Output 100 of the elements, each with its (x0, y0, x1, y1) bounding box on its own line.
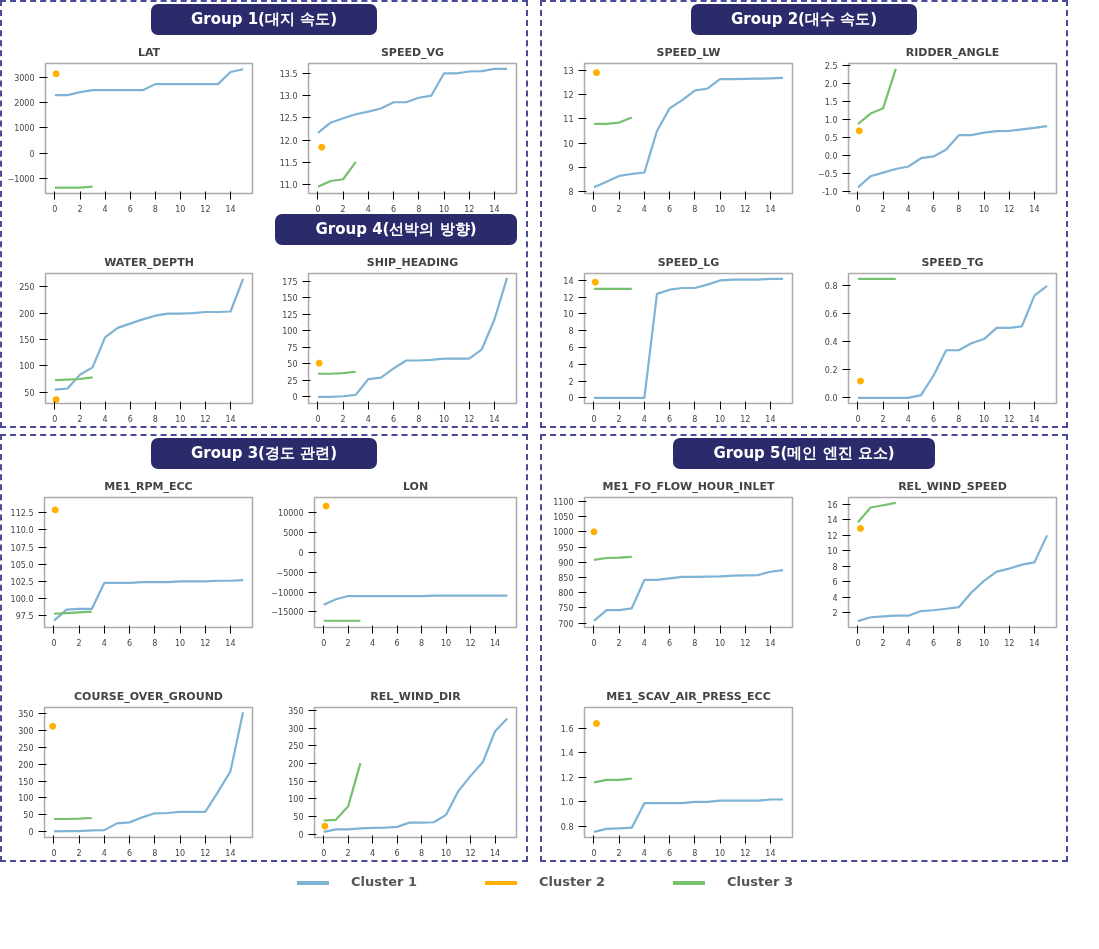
x-tick-label: 12 (200, 638, 211, 648)
x-tick-label: 10 (714, 848, 726, 858)
x-tick-label: 4 (641, 848, 647, 858)
text: Group 3(경도 관련) (150, 438, 378, 470)
y-tick-label: 12 (827, 531, 838, 541)
y-tick-label: 2 (832, 609, 838, 619)
y-tick-label: 150 (282, 294, 298, 304)
x-tick-label: 14 (225, 848, 236, 858)
y-tick-label: 10000 (278, 508, 304, 518)
y-tick-label: 11.0 (279, 181, 298, 191)
line-series (316, 67, 509, 135)
y-tick-label: 0 (29, 149, 35, 159)
chart-title: ME1_FO_FLOW_HOUR_INLET (602, 479, 775, 493)
x-tick-label: 12 (1004, 204, 1015, 214)
line-series (322, 717, 509, 833)
y-tick-label: 5000 (283, 528, 304, 538)
x-tick-label: 0 (591, 848, 597, 858)
y-tick-label: 11.5 (279, 158, 298, 168)
chart-title: SPEED_LG (657, 255, 720, 269)
y-tick-label: 107.5 (10, 543, 34, 553)
y-tick-label: 4 (832, 593, 838, 603)
x-tick-label: 10 (174, 638, 186, 648)
x-tick-label: 4 (641, 414, 647, 424)
y-tick-label: 8 (832, 562, 838, 572)
x-tick-label: 14 (225, 414, 236, 424)
x-tick-label: 0 (321, 848, 327, 858)
x-tick-label: 6 (667, 414, 673, 424)
x-tick-label: 8 (692, 414, 698, 424)
y-tick-label: 300 (18, 727, 34, 737)
x-tick-label: 6 (931, 204, 937, 214)
x-tick-label: 8 (419, 848, 425, 858)
y-tick-label: 1.0 (560, 798, 574, 808)
y-tick-label: 0.0 (824, 394, 838, 404)
line-series (856, 67, 897, 126)
y-tick-label: 1.0 (824, 116, 838, 126)
x-tick-label: 12 (200, 848, 211, 858)
x-tick-label: 6 (667, 848, 673, 858)
y-tick-label: 50 (24, 388, 35, 398)
x-tick-label: 2 (880, 204, 886, 214)
x-tick-label: 2 (616, 204, 622, 214)
y-tick-label: 1000 (553, 528, 574, 538)
y-tick-label: 50 (23, 811, 34, 821)
y-tick-label: 0 (568, 394, 574, 404)
x-tick-label: 14 (489, 848, 501, 858)
legend-label: Cluster 2 (538, 873, 605, 891)
chart-title: REL_WIND_DIR (370, 689, 462, 703)
x-tick-label: 0 (591, 638, 597, 648)
x-tick-label: 6 (931, 638, 937, 648)
y-tick-label: 50 (293, 813, 304, 823)
x-tick-label: 14 (1029, 638, 1040, 648)
x-tick-label: 4 (905, 204, 911, 214)
y-tick-label: 350 (288, 706, 304, 716)
y-tick-label: 0.6 (824, 310, 838, 320)
x-tick-label: 6 (394, 638, 400, 648)
y-tick-label: 6 (568, 344, 574, 354)
line-series (316, 160, 357, 188)
x-tick-label: 12 (464, 414, 475, 424)
y-tick-label: −5000 (276, 568, 304, 578)
y-tick-label: 850 (558, 574, 574, 584)
chart-title: ME1_RPM_ECC (104, 479, 193, 493)
y-tick-label: 100.0 (10, 595, 34, 605)
y-tick-label: 0 (298, 830, 304, 840)
y-tick-label: 2.5 (824, 62, 838, 72)
y-tick-label: 750 (558, 604, 574, 614)
y-tick-label: 1.4 (560, 749, 574, 759)
y-tick-label: 0.4 (824, 338, 838, 348)
x-tick-label: 12 (1004, 638, 1015, 648)
x-tick-label: 2 (880, 638, 886, 648)
y-tick-label: −0.5 (818, 170, 838, 180)
x-tick-label: 4 (905, 414, 911, 424)
x-tick-label: 6 (667, 204, 673, 214)
y-tick-label: 4 (568, 360, 574, 370)
x-tick-label: 10 (438, 414, 450, 424)
x-tick-label: 6 (391, 204, 397, 214)
chart-title: COURSE_OVER_GROUND (74, 689, 223, 703)
line-series (53, 68, 245, 97)
y-tick-label: 300 (288, 724, 304, 734)
y-tick-label: 0.2 (824, 366, 838, 376)
y-tick-label: 6 (832, 578, 838, 588)
x-tick-label: 2 (77, 414, 83, 424)
y-tick-label: 150 (18, 777, 34, 787)
y-tick-label: 25 (287, 376, 298, 386)
x-tick-label: 2 (76, 638, 82, 648)
x-tick-label: 0 (321, 638, 327, 648)
y-tick-label: 0 (298, 548, 304, 558)
y-tick-label: 13.5 (279, 69, 298, 79)
y-tick-label: 0 (292, 393, 298, 403)
chart-title: SPEED_VG (380, 45, 445, 59)
y-tick-label: 50 (287, 360, 298, 370)
line-series (592, 798, 785, 833)
x-tick-label: 4 (102, 204, 108, 214)
chart-title: WATER_DEPTH (104, 255, 194, 269)
x-tick-label: 2 (76, 848, 82, 858)
x-tick-label: 10 (714, 204, 726, 214)
x-tick-label: 4 (102, 414, 108, 424)
y-tick-label: 12.0 (279, 136, 298, 146)
y-tick-label: 250 (18, 743, 34, 753)
y-tick-label: 800 (558, 589, 574, 599)
x-tick-label: 4 (370, 848, 376, 858)
chart-title: ME1_SCAV_AIR_PRESS_ECC (606, 689, 771, 703)
